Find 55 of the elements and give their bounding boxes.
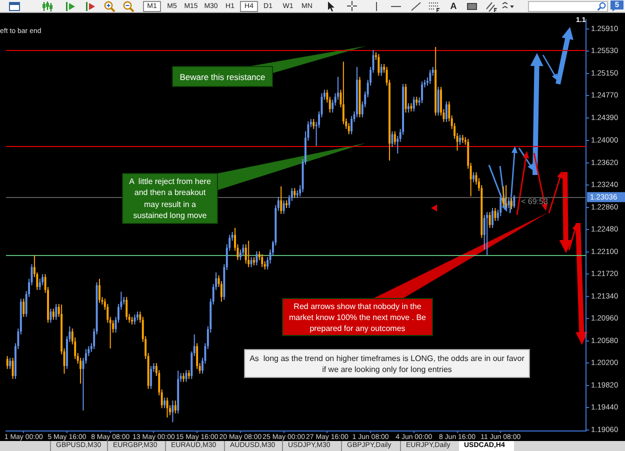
- annotation: A little reject from here and then a breakout may result in a sustained long move: [122, 173, 218, 224]
- candlestick: [242, 244, 244, 256]
- candlestick: [429, 69, 432, 84]
- candlestick: [174, 400, 176, 414]
- candlestick: [42, 274, 44, 286]
- candlestick: [421, 81, 424, 104]
- candlestick: [196, 342, 198, 370]
- text: A: [449, 0, 458, 12]
- candlestick: [472, 172, 474, 183]
- candlestick: [38, 278, 41, 290]
- candlestick: [9, 357, 12, 370]
- candlestick: [126, 296, 128, 320]
- annotation: Red arrows show that nobody in the market know 100% the next move . Be prepared for any outcomes: [282, 298, 433, 336]
- candlestick: [500, 192, 502, 217]
- candlestick: [513, 194, 516, 208]
- candlestick: [150, 366, 152, 390]
- candlestick: [282, 200, 285, 214]
- candlestick: [52, 308, 54, 320]
- candlestick: [80, 357, 82, 384]
- candlestick: [294, 188, 296, 199]
- candlestick: [412, 96, 415, 112]
- candlestick: [250, 256, 252, 268]
- candlestick: [55, 303, 58, 320]
- candlestick: [342, 61, 344, 125]
- candlestick: [164, 397, 166, 409]
- candlestick: [248, 240, 250, 268]
- annotation: Beware this resistance: [172, 66, 273, 87]
- candlestick: [12, 357, 14, 380]
- candlestick: [458, 134, 461, 146]
- candlestick: [280, 186, 282, 214]
- candlestick: [22, 298, 25, 318]
- candlestick: [494, 207, 496, 222]
- candlestick: [488, 212, 491, 228]
- candlestick: [50, 308, 52, 324]
- candlestick: [502, 186, 504, 207]
- candlestick: [445, 100, 448, 122]
- candlestick: [437, 86, 440, 116]
- candlestick: [98, 278, 100, 304]
- candlestick: [348, 122, 350, 135]
- candlestick: [408, 102, 410, 114]
- candlestick: [380, 63, 382, 76]
- candlestick: [261, 254, 264, 268]
- candlestick: [510, 198, 512, 210]
- candlestick: [256, 250, 258, 266]
- candlestick: [486, 212, 488, 256]
- candlestick: [350, 116, 353, 135]
- candlestick: [172, 400, 174, 423]
- candlestick: [312, 118, 315, 130]
- candlestick: [378, 54, 380, 76]
- candlestick: [394, 130, 396, 146]
- annotation: As long as the trend on higher timeframes is LONG, the odds are in our favor if we are looking only for long entries: [244, 349, 530, 378]
- candlestick: [492, 207, 494, 228]
- candlestick: [391, 130, 394, 148]
- candlestick: [244, 244, 247, 264]
- candlestick: [6, 356, 8, 370]
